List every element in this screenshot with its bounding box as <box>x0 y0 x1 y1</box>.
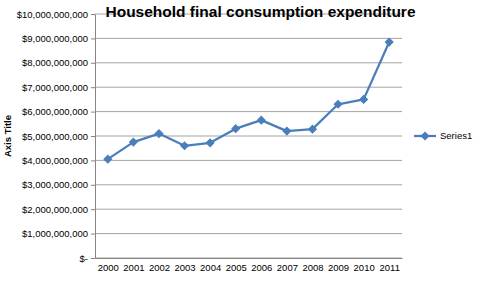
marker <box>155 130 163 138</box>
y-tick-label: $- <box>80 253 88 264</box>
chart: $- $1,000,000,000 $2,000,000,000 $3,000,000… <box>0 0 490 282</box>
y-axis: $- $1,000,000,000 $2,000,000,000 $3,000,000… <box>17 9 96 264</box>
y-tick-mark <box>91 160 95 161</box>
y-tick: $8,000,000,000 <box>22 57 95 68</box>
x-tick-label: 2004 <box>200 262 221 273</box>
x-tick: 2007 <box>277 262 298 273</box>
x-axis-line <box>96 258 403 259</box>
y-tick-label: $7,000,000,000 <box>22 82 88 93</box>
y-tick-label: $6,000,000,000 <box>22 106 88 117</box>
y-tick-mark <box>91 63 95 64</box>
grid-line <box>95 184 402 185</box>
x-tick-label: 2011 <box>379 262 399 273</box>
x-tick: 2009 <box>328 262 349 273</box>
y-tick-label: $9,000,000,000 <box>22 33 88 44</box>
x-tick: 2010 <box>354 262 375 273</box>
x-tick: 2001 <box>123 262 144 273</box>
y-tick: $2,000,000,000 <box>22 204 95 215</box>
legend-item: Series1 <box>414 130 472 141</box>
y-tick: $10,000,000,000 <box>17 9 95 20</box>
marker <box>309 125 317 133</box>
grid-line <box>95 62 402 63</box>
y-tick: $- <box>80 253 95 264</box>
marker <box>130 138 138 146</box>
x-tick: 2000 <box>98 262 119 273</box>
y-tick: $4,000,000,000 <box>22 155 95 166</box>
marks <box>104 38 393 163</box>
grid-line <box>95 111 402 112</box>
grid-line <box>95 38 402 39</box>
y-tick: $1,000,000,000 <box>22 228 95 239</box>
background <box>0 0 490 282</box>
marker <box>181 142 189 150</box>
y-tick-mark <box>91 209 95 210</box>
grid-line <box>95 136 402 137</box>
x-tick-label: 2003 <box>174 262 195 273</box>
marker <box>385 38 393 46</box>
marker <box>257 116 265 124</box>
grid <box>95 14 402 258</box>
grid-line <box>95 160 402 161</box>
y-tick-label: $1,000,000,000 <box>22 228 88 239</box>
marker <box>104 155 112 163</box>
x-tick-label: 2008 <box>302 262 323 273</box>
y-tick-label: $8,000,000,000 <box>22 57 88 68</box>
x-tick-label: 2009 <box>328 262 349 273</box>
x-tick-label: 2000 <box>98 262 119 273</box>
marker <box>206 139 214 147</box>
x-axis: 2000 2001 2002 2003 2004 2005 2006 2007 2008 2009… <box>96 259 403 274</box>
y-tick-mark <box>91 258 95 259</box>
y-tick-mark <box>91 136 95 137</box>
y-tick: $5,000,000,000 <box>22 131 95 142</box>
y-tick: $7,000,000,000 <box>22 82 95 93</box>
title: Household final consumption expenditure <box>105 3 415 20</box>
legend-marker <box>421 132 429 140</box>
y-tick: $9,000,000,000 <box>22 33 95 44</box>
y-tick-label: $4,000,000,000 <box>22 155 88 166</box>
y-tick: $3,000,000,000 <box>22 179 95 190</box>
y-tick-mark <box>91 14 95 15</box>
grid-line <box>95 233 402 234</box>
y-tick: $6,000,000,000 <box>22 106 95 117</box>
x-tick: 2004 <box>200 262 221 273</box>
legend: Series1 <box>414 130 472 141</box>
x-tick-label: 2005 <box>226 262 247 273</box>
y-axis-line <box>95 15 96 259</box>
x-tick-label: 2010 <box>354 262 375 273</box>
x-tick: 2005 <box>226 262 247 273</box>
y-axis-title: Axis Title <box>2 115 13 157</box>
x-tick-label: 2006 <box>251 262 272 273</box>
y-tick-label: $10,000,000,000 <box>17 9 88 20</box>
x-tick: 2011 <box>379 262 399 273</box>
grid-line <box>95 258 402 259</box>
y-tick-label: $2,000,000,000 <box>22 204 88 215</box>
y-tick-mark <box>91 185 95 186</box>
y-tick-mark <box>91 112 95 113</box>
grid-line <box>95 209 402 210</box>
y-tick-mark <box>91 234 95 235</box>
x-tick-label: 2007 <box>277 262 298 273</box>
x-tick-label: 2001 <box>123 262 144 273</box>
y-tick-label: $3,000,000,000 <box>22 179 88 190</box>
plot: $- $1,000,000,000 $2,000,000,000 $3,000,000… <box>17 9 403 274</box>
grid-line <box>95 87 402 88</box>
legend-label: Series1 <box>440 130 472 141</box>
marker <box>334 100 342 108</box>
x-tick: 2002 <box>149 262 170 273</box>
marker <box>232 125 240 133</box>
x-tick: 2006 <box>251 262 272 273</box>
y-tick-mark <box>91 87 95 88</box>
marker <box>283 127 291 135</box>
x-tick-label: 2002 <box>149 262 170 273</box>
series-line <box>108 42 389 159</box>
marker <box>360 96 368 104</box>
y-tick-mark <box>91 38 95 39</box>
x-tick: 2008 <box>302 262 323 273</box>
y-tick-label: $5,000,000,000 <box>22 131 88 142</box>
x-tick: 2003 <box>174 262 195 273</box>
